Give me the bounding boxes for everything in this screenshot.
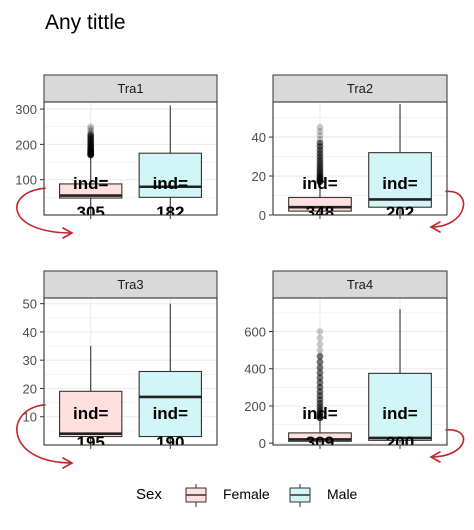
panel-bottom-gap xyxy=(272,445,448,454)
legend-item-label: Male xyxy=(327,486,358,502)
y-tick-label: 400 xyxy=(244,362,266,377)
panel-border xyxy=(272,101,448,216)
outlier-point xyxy=(316,352,324,360)
facet-strip-label: Tra1 xyxy=(117,81,143,96)
y-tick-label: 200 xyxy=(15,137,37,152)
iqr-box xyxy=(138,370,202,438)
iqr-box xyxy=(59,390,123,438)
outlier-point xyxy=(316,123,324,131)
y-tick-label: 200 xyxy=(244,399,266,414)
legend-item-male: Male xyxy=(289,484,358,507)
outlier-point xyxy=(316,379,324,387)
legend: Sex Female Male xyxy=(136,484,358,507)
arrow-head xyxy=(62,457,74,469)
outlier-point xyxy=(316,347,324,354)
y-tick-label: 30 xyxy=(23,353,37,368)
count-label-top: ind= xyxy=(302,174,337,193)
facet-strip xyxy=(43,270,218,299)
box-male: ind=202 xyxy=(368,103,432,222)
count-label-top: ind= xyxy=(382,174,417,193)
annotation-arrow xyxy=(429,429,465,463)
arrow-curve xyxy=(430,190,465,228)
box-female: ind=305 xyxy=(59,123,123,222)
count-label-top: ind= xyxy=(153,404,188,423)
y-tick-label: 300 xyxy=(15,102,37,117)
annotation-arrow xyxy=(429,190,465,233)
outlier-point xyxy=(316,358,324,366)
y-tick-label: 20 xyxy=(252,169,266,184)
y-tick-label: 40 xyxy=(252,130,266,145)
box-female: ind=309 xyxy=(288,328,352,452)
facet-strip-label: Tra4 xyxy=(347,277,373,292)
panel-bottom-gap xyxy=(272,215,448,224)
y-tick-label: 0 xyxy=(259,208,266,223)
count-label-top: ind= xyxy=(302,404,337,423)
panel-border xyxy=(272,297,448,446)
box-male: ind=200 xyxy=(368,309,432,452)
outlier-point xyxy=(87,127,95,135)
outlier-point xyxy=(316,131,324,139)
iqr-box xyxy=(368,372,432,441)
arrow-curve xyxy=(430,429,465,458)
outlier-point xyxy=(316,135,324,143)
y-tick-label: 100 xyxy=(15,173,37,188)
box-female: ind=348 xyxy=(288,123,352,222)
panel-border xyxy=(43,101,218,216)
count-label-top: ind= xyxy=(153,174,188,193)
facet-strip xyxy=(272,74,448,103)
legend-item-female: Female xyxy=(185,484,270,507)
facet-strip xyxy=(43,74,218,103)
arrow-curve xyxy=(16,187,73,234)
legend-item-label: Female xyxy=(223,486,270,502)
y-tick-label: 20 xyxy=(23,381,37,396)
y-tick-label: 50 xyxy=(23,297,37,312)
outlier-point xyxy=(316,374,324,382)
panels: Tra1100200300ind=305ind=182Tra202040ind=… xyxy=(15,74,465,469)
arrow-curve xyxy=(16,404,73,464)
legend-title: Sex xyxy=(136,486,162,503)
outlier-point xyxy=(316,139,324,147)
chart-title: Any tittle xyxy=(45,11,126,34)
outlier-point xyxy=(316,328,324,335)
facet-strip-label: Tra3 xyxy=(117,277,143,292)
arrow-head xyxy=(429,221,441,233)
facet-strip-label: Tra2 xyxy=(347,81,373,96)
outlier-point xyxy=(316,334,324,342)
y-tick-label: 40 xyxy=(23,325,37,340)
y-tick-label: 10 xyxy=(23,410,37,425)
annotation-arrow xyxy=(16,187,74,239)
outlier-point xyxy=(316,364,324,371)
y-tick-label: 600 xyxy=(244,324,266,339)
panel-bottom-gap xyxy=(43,445,218,454)
outlier-point xyxy=(316,128,324,135)
iqr-box xyxy=(288,432,352,442)
outlier-point xyxy=(87,131,95,139)
y-tick-label: 0 xyxy=(259,436,266,451)
count-label-top: ind= xyxy=(73,174,108,193)
legend-items: Female Male xyxy=(185,484,358,507)
outlier-point xyxy=(316,340,324,348)
iqr-box xyxy=(138,152,202,198)
count-label-top: ind= xyxy=(382,404,417,423)
annotation-arrow xyxy=(16,404,74,469)
arrow-head xyxy=(429,451,441,463)
box-female: ind=195 xyxy=(59,346,123,452)
outlier-point xyxy=(87,129,95,137)
outlier-point xyxy=(316,369,324,377)
box-male: ind=182 xyxy=(138,105,202,222)
arrow-head xyxy=(62,227,74,239)
panel-bottom-gap xyxy=(43,215,218,224)
outlier-point xyxy=(87,125,95,133)
box-male: ind=190 xyxy=(138,303,202,452)
outlier-point xyxy=(87,123,95,131)
count-label-top: ind= xyxy=(73,404,108,423)
panel-border xyxy=(43,297,218,446)
